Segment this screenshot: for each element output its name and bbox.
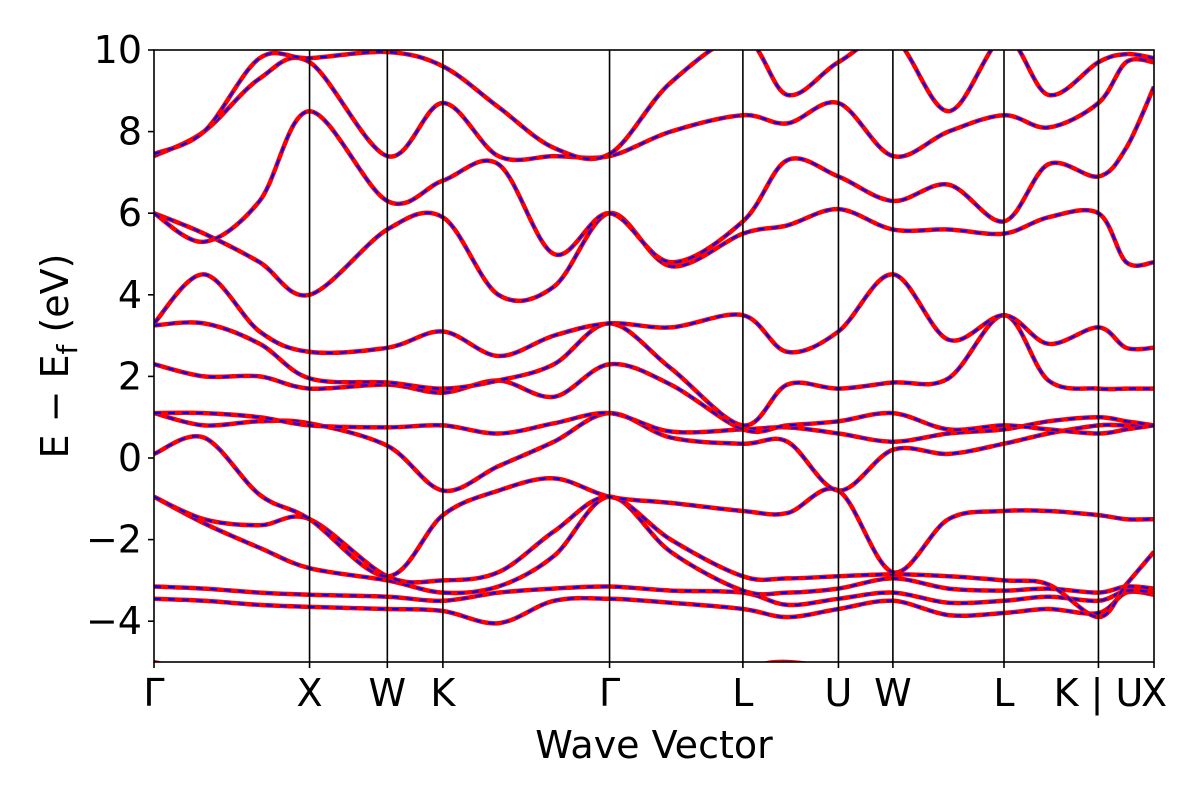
band-3-dashed [154,585,1154,607]
y-tick-label-2: 0 [118,436,142,480]
y-tick-label-6: 8 [118,110,142,154]
y-axis-ticks: −4 −2 0 2 4 6 8 10 [86,28,154,643]
band-4-dashed [154,495,1154,596]
band-10-dashed [154,314,1154,427]
x-tick-label-1: X [297,671,323,715]
kpoint-lines [308,50,1100,662]
plot-frame [153,49,1155,663]
y-tick-label-3: 2 [118,354,142,398]
band-6-dashed [154,435,1154,578]
y-tick-label-0: −4 [86,599,142,643]
band-8-dashed [154,411,1154,443]
y-tick-label-5: 6 [118,191,142,235]
band-14-dashed [154,56,1154,162]
band-15-dashed [154,50,1154,161]
x-axis-label: Wave Vector [535,723,773,767]
band-5-dashed [154,495,1154,619]
x-tick-label-8: L [993,671,1014,715]
band-13-dashed [154,86,1154,264]
band-2-dashed [154,590,1154,625]
x-tick-label-5: L [732,671,753,715]
y-axis-label: E − Ef (eV) [33,254,84,459]
x-tick-label-9: K | U [1054,671,1144,716]
band-11-dashed [154,273,1154,358]
x-tick-label-10: X [1141,671,1167,715]
y-axis-label-main: E − E [33,354,77,458]
bands-layer [154,50,1154,662]
y-axis-label-unit: (eV) [33,254,77,345]
y-tick-label-1: −2 [86,518,142,562]
y-tick-label-4: 4 [118,273,142,317]
y-axis-label-sub: f [51,343,84,354]
band-9-dashed [154,362,1154,435]
x-tick-label-4: Γ [599,671,620,715]
x-tick-label-0: Γ [143,671,164,715]
x-tick-label-3: K [430,671,456,715]
x-tick-label-7: W [874,671,912,715]
x-tick-label-6: U [825,671,853,715]
x-tick-label-2: W [369,671,407,715]
y-tick-label-7: 10 [94,28,142,72]
band-12-dashed [154,207,1154,302]
